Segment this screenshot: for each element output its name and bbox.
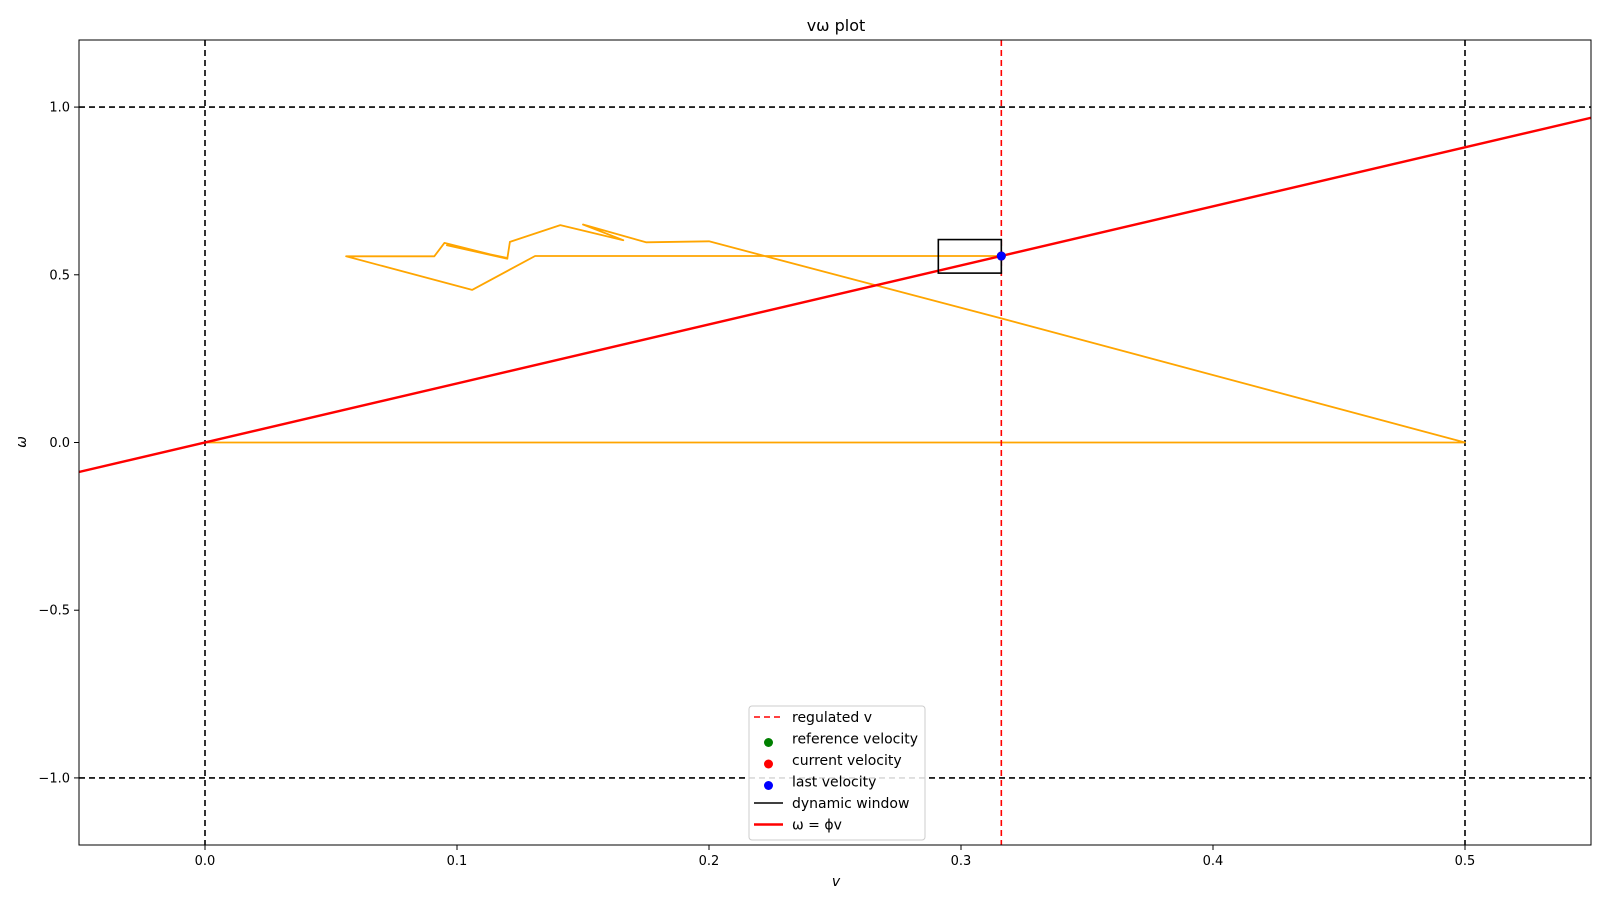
x-tick-label: 0.3 xyxy=(951,854,972,869)
y-tick-label: 0.5 xyxy=(49,268,70,283)
x-tick-label: 0.1 xyxy=(447,854,468,869)
x-tick-label: 0.5 xyxy=(1455,854,1476,869)
x-tick-label: 0.4 xyxy=(1203,854,1224,869)
phi-line xyxy=(79,116,1591,474)
y-tick-label: −0.5 xyxy=(38,604,70,619)
legend-label: last velocity xyxy=(792,775,876,791)
legend: regulated v reference velocity current vel… xyxy=(748,705,926,841)
y-tick-label: 0.0 xyxy=(49,436,70,451)
x-tick-label: 0.2 xyxy=(699,854,720,869)
plot-area xyxy=(79,40,1591,845)
legend-label: current velocity xyxy=(792,753,902,769)
last-velocity-point xyxy=(996,251,1006,261)
legend-label: regulated v xyxy=(792,710,872,726)
legend-marker xyxy=(764,738,773,747)
plot-content xyxy=(79,40,1591,845)
y-tick-label: 1.0 xyxy=(49,101,70,116)
legend-box xyxy=(748,705,926,841)
legend-label: reference velocity xyxy=(792,732,918,748)
x-tick-label: 0.0 xyxy=(195,854,216,869)
legend-marker xyxy=(764,759,773,769)
y-tick-label: −1.0 xyxy=(38,771,70,786)
trajectory-line xyxy=(205,223,1466,444)
legend-marker xyxy=(764,781,773,790)
legend-label: dynamic window xyxy=(792,796,909,812)
axes: 0.0 0.1 0.2 0.3 0.4 0.5 −1.0 −0.5 0.0 0.5 1.0 xyxy=(38,39,1592,869)
y-axis-label: ω xyxy=(14,436,30,448)
x-axis-label: v xyxy=(832,874,841,890)
chart-title: vω plot xyxy=(807,16,866,35)
legend-label: ω = ϕv xyxy=(792,818,842,834)
